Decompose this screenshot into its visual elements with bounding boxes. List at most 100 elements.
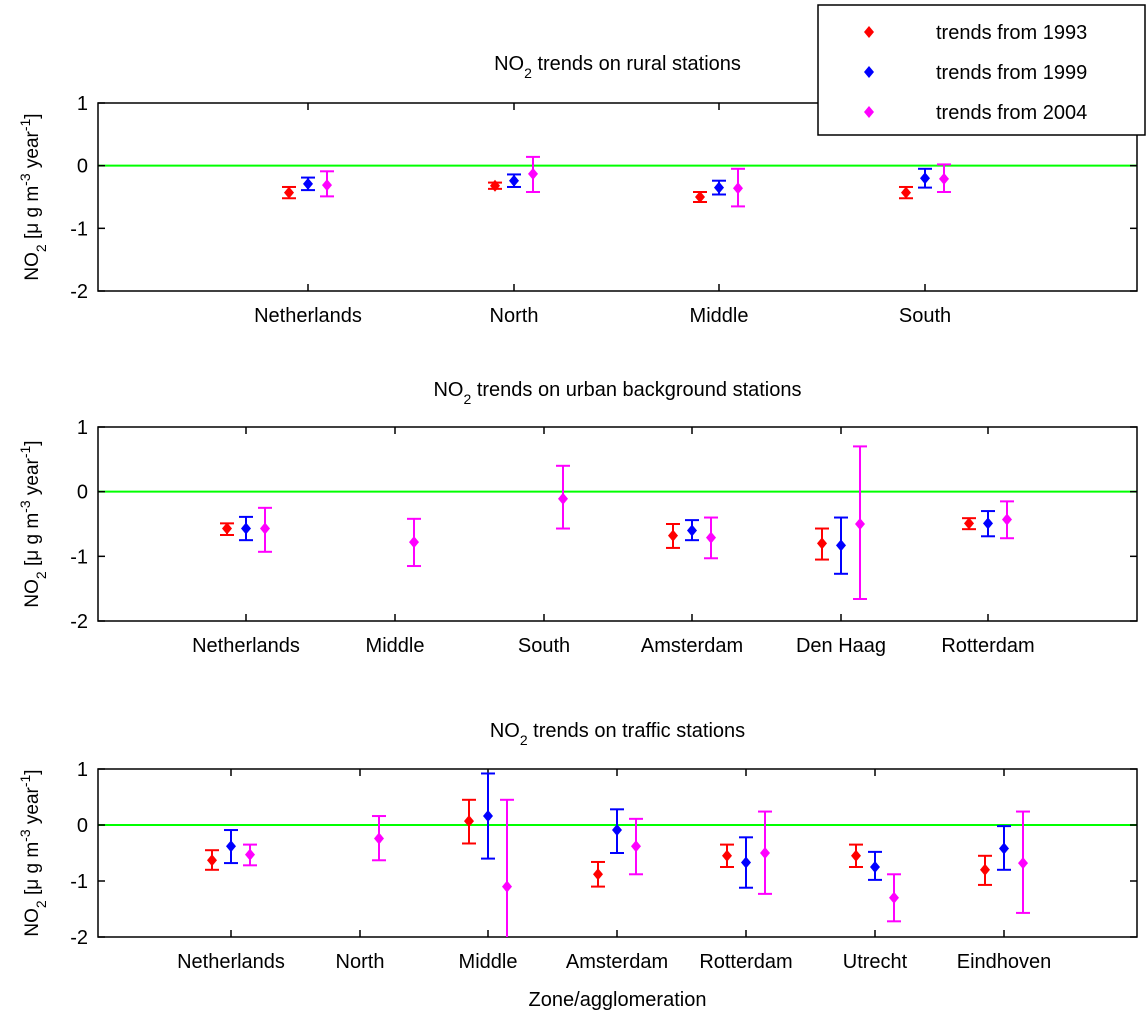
data-point (741, 856, 751, 869)
data-point (207, 854, 217, 867)
data-point (901, 186, 911, 199)
text-part: -1 (17, 118, 33, 131)
text-part: ] (22, 440, 43, 445)
data-point (980, 863, 990, 876)
x-tick-label: North (490, 305, 539, 327)
data-point (668, 529, 678, 542)
x-tick-label: North (336, 951, 385, 973)
x-tick-label: Utrecht (843, 951, 908, 973)
data-point (245, 848, 255, 861)
data-point (222, 522, 232, 535)
text-part: 2 (463, 391, 471, 407)
y-axis-label: NO2 [μ g m-3 year-1] (17, 113, 49, 280)
text-part: trends on urban background stations (471, 379, 801, 401)
y-axis-label: NO2 [μ g m-3 year-1] (17, 769, 49, 936)
text-part: -3 (17, 173, 33, 186)
data-point (502, 880, 512, 893)
y-tick-label: 1 (77, 93, 88, 115)
text-part: 2 (520, 732, 528, 748)
data-point (490, 179, 500, 192)
data-point (836, 539, 846, 552)
data-point (528, 167, 538, 180)
data-point (303, 177, 313, 190)
text-part: -3 (17, 500, 33, 513)
legend-marker (864, 66, 874, 78)
text-part: [μ g m (22, 842, 43, 900)
text-part: NO (22, 252, 43, 281)
x-tick-label: Den Haag (796, 635, 886, 657)
data-point (920, 172, 930, 185)
series-1 (220, 517, 976, 561)
y-tick-label: -1 (70, 546, 88, 568)
data-point (260, 522, 270, 535)
data-point (226, 840, 236, 853)
data-point (509, 174, 519, 187)
text-part: ] (22, 769, 43, 774)
y-axis-label: NO2 [μ g m-3 year-1] (17, 440, 49, 607)
x-tick-label: Amsterdam (641, 635, 743, 657)
series-2 (301, 167, 932, 196)
series-1 (282, 179, 913, 204)
text-part: -1 (17, 774, 33, 787)
y-tick-label: -2 (70, 611, 88, 633)
legend-label: trends from 2004 (936, 102, 1087, 124)
text-part: 2 (33, 900, 49, 908)
x-tick-label: Rotterdam (941, 635, 1034, 657)
y-tick-label: 0 (77, 482, 88, 504)
data-point (558, 492, 568, 505)
x-tick-label: South (899, 305, 951, 327)
series-3 (258, 445, 1014, 601)
x-tick-label: Eindhoven (957, 951, 1052, 973)
text-part: year (22, 130, 43, 173)
data-point (593, 868, 603, 881)
y-tick-label: 1 (77, 759, 88, 781)
series-2 (239, 510, 995, 575)
data-point (409, 536, 419, 549)
chart-panel-2: NO2 trends on urban background stations1… (17, 379, 1138, 657)
chart-title: NO2 trends on traffic stations (490, 720, 745, 748)
y-tick-label: 1 (77, 417, 88, 439)
data-point (483, 810, 493, 823)
x-tick-label: Netherlands (177, 951, 285, 973)
chart-panel-1: NO2 trends on rural stations10-1-2Nether… (17, 53, 1138, 327)
legend-marker (864, 26, 874, 38)
data-point (695, 191, 705, 203)
x-tick-label: South (518, 635, 570, 657)
text-part: NO (22, 579, 43, 608)
data-point (855, 518, 865, 530)
chart-title: NO2 trends on rural stations (494, 53, 741, 81)
y-tick-label: -2 (70, 281, 88, 303)
data-point (939, 172, 949, 185)
axes-box (97, 426, 1138, 622)
text-part: 2 (524, 65, 532, 81)
text-part: [μ g m (22, 513, 43, 571)
x-tick-label: Amsterdam (566, 951, 668, 973)
data-point (733, 182, 743, 195)
x-tick-label: Rotterdam (699, 951, 792, 973)
text-part: 2 (33, 571, 49, 579)
text-part: year (22, 786, 43, 829)
data-point (870, 861, 880, 873)
data-point (760, 847, 770, 859)
text-part: NO (494, 53, 524, 75)
data-point (706, 531, 716, 544)
data-point (1002, 513, 1012, 526)
data-point (241, 522, 251, 535)
text-part: -3 (17, 829, 33, 842)
data-point (322, 179, 332, 192)
text-part: trends on traffic stations (528, 720, 746, 742)
legend-label: trends from 1999 (936, 62, 1087, 84)
text-part: -1 (17, 445, 33, 458)
text-part: 2 (33, 244, 49, 252)
chart-title: NO2 trends on urban background stations (433, 379, 801, 407)
text-part: NO (433, 379, 463, 401)
data-point (964, 517, 974, 530)
data-point (851, 849, 861, 862)
y-tick-label: -1 (70, 871, 88, 893)
series-3 (243, 798, 1030, 937)
text-part: NO (22, 908, 43, 937)
x-tick-label: Middle (366, 635, 425, 657)
y-tick-label: -1 (70, 218, 88, 240)
data-point (817, 537, 827, 550)
